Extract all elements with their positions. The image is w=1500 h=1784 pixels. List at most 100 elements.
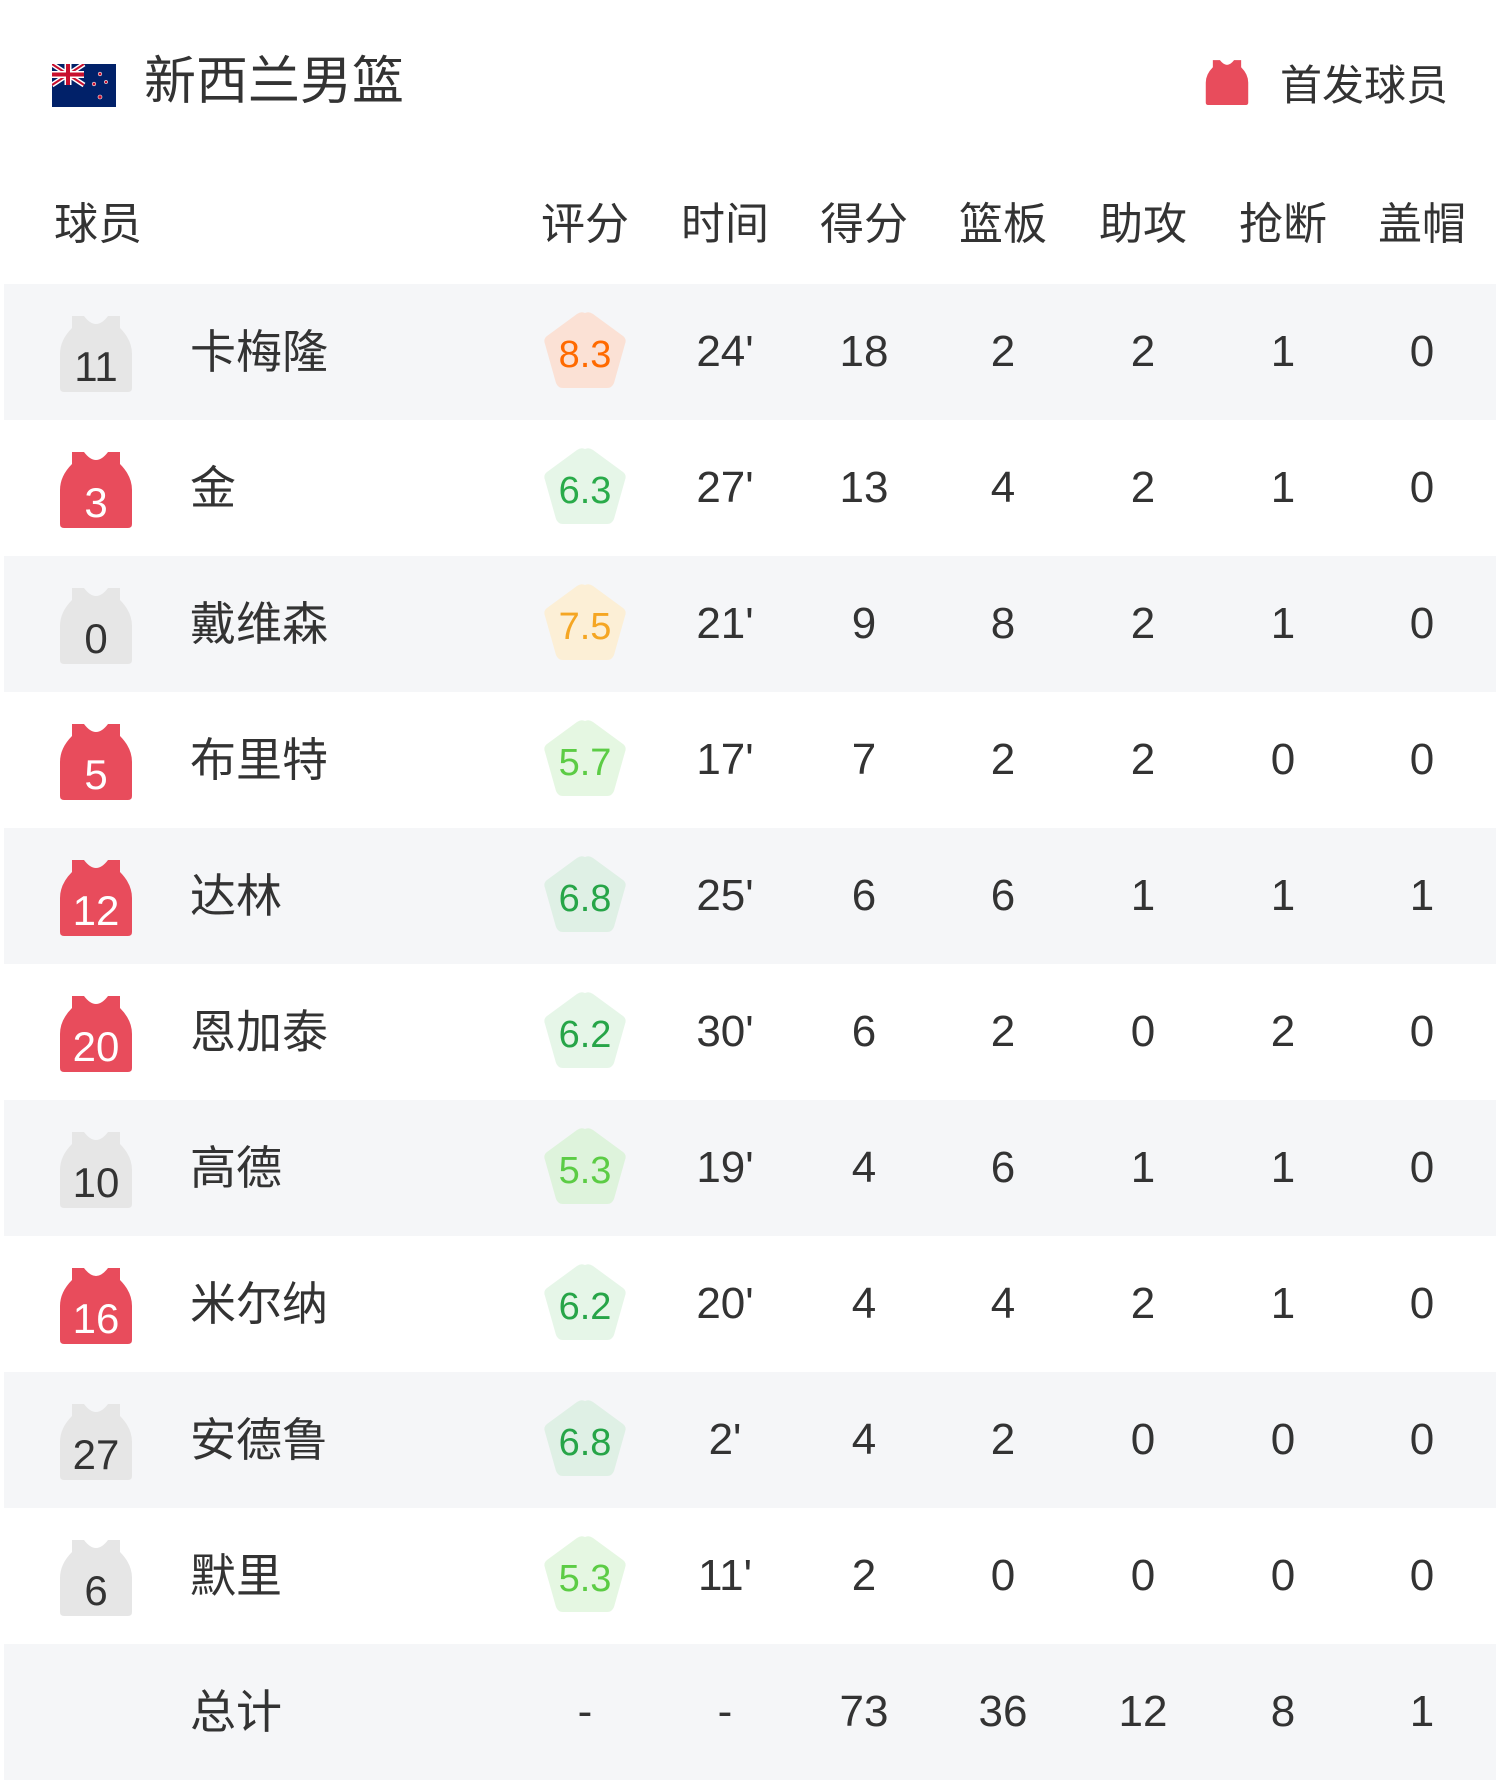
column-header-rating[interactable]: 评分 [541, 199, 629, 250]
stat-blocks: 0 [1409, 599, 1435, 648]
rating-badge: 5.3 [543, 1534, 627, 1616]
stat-rebounds: 4 [990, 463, 1016, 512]
stat-blocks: 0 [1409, 1143, 1435, 1192]
player-row[interactable]: 0 戴维森 7.5 21' 9 8 2 1 0 [4, 556, 1496, 692]
player-row[interactable]: 3 金 6.3 27' 13 4 2 1 0 [4, 420, 1496, 556]
player-name[interactable]: 恩加泰 [190, 1005, 328, 1059]
stat-time: 27' [696, 463, 754, 512]
player-row[interactable]: 27 安德鲁 6.8 2' 4 2 0 0 0 [4, 1372, 1496, 1508]
column-header-steals[interactable]: 抢断 [1239, 199, 1327, 250]
column-header-time[interactable]: 时间 [681, 199, 769, 250]
stat-assists: 2 [1130, 463, 1156, 512]
stat-blocks: 0 [1409, 1007, 1435, 1056]
player-row[interactable]: 5 布里特 5.7 17' 7 2 2 0 0 [4, 692, 1496, 828]
column-header-blocks[interactable]: 盖帽 [1378, 199, 1466, 250]
stat-rating: - [577, 1687, 593, 1736]
stat-steals: 1 [1270, 1143, 1296, 1192]
player-name[interactable]: 达林 [190, 869, 282, 923]
stat-rebounds: 6 [990, 1143, 1016, 1192]
jersey-number: 11 [74, 343, 118, 390]
player-row[interactable]: 10 高德 5.3 19' 4 6 1 1 0 [4, 1100, 1496, 1236]
pentagon-icon [544, 312, 626, 388]
stat-steals: 1 [1270, 463, 1296, 512]
stat-rebounds: 2 [990, 1007, 1016, 1056]
stat-rebounds: 6 [990, 871, 1016, 920]
stat-time: 21' [696, 599, 754, 648]
table-header: 球员 评分 时间 得分 篮板 助攻 抢断 盖帽 [0, 190, 1500, 260]
stat-assists: 2 [1130, 599, 1156, 648]
pentagon-icon [544, 720, 626, 796]
stat-points: 18 [839, 327, 889, 376]
new-zealand-flag-icon [52, 64, 116, 107]
column-header-player: 球员 [54, 199, 142, 250]
stat-points: 4 [851, 1415, 877, 1464]
jersey-number: 12 [72, 887, 120, 934]
pentagon-icon [544, 856, 626, 932]
jersey-icon [1205, 60, 1249, 105]
player-name[interactable]: 默里 [190, 1549, 282, 1603]
player-name[interactable]: 布里特 [190, 733, 328, 787]
stat-rebounds: 2 [990, 1415, 1016, 1464]
rating-badge: 8.3 [543, 310, 627, 392]
stat-assists: 0 [1130, 1007, 1156, 1056]
stat-points: 6 [851, 1007, 877, 1056]
player-row[interactable]: 20 恩加泰 6.2 30' 6 2 0 2 0 [4, 964, 1496, 1100]
total-assists: 12 [1118, 1687, 1168, 1736]
jersey-number: 3 [84, 479, 108, 526]
stat-blocks: 0 [1409, 1415, 1435, 1464]
jersey-number: 10 [72, 1159, 120, 1206]
pentagon-icon [544, 1400, 626, 1476]
player-row[interactable]: 11 卡梅隆 8.3 24' 18 2 2 1 0 [4, 284, 1496, 420]
player-name[interactable]: 安德鲁 [190, 1413, 328, 1467]
rating-badge: 5.7 [543, 718, 627, 800]
stat-blocks: 0 [1409, 1551, 1435, 1600]
column-header-rebounds[interactable]: 篮板 [959, 199, 1047, 250]
stat-time: 30' [696, 1007, 754, 1056]
jersey-number: 0 [84, 615, 108, 662]
rating-value: 8.3 [558, 334, 612, 376]
player-row[interactable]: 12 达林 6.8 25' 6 6 1 1 1 [4, 828, 1496, 964]
stat-time: 11' [697, 1551, 753, 1600]
player-name[interactable]: 卡梅隆 [190, 325, 328, 379]
jersey-icon: 6 [60, 1538, 132, 1616]
stat-points: 2 [851, 1551, 877, 1600]
stat-time: 19' [696, 1143, 754, 1192]
stat-steals: 0 [1270, 735, 1296, 784]
stat-time: 17' [696, 735, 754, 784]
stat-points: 6 [851, 871, 877, 920]
column-header-assists[interactable]: 助攻 [1099, 199, 1187, 250]
player-row[interactable]: 16 米尔纳 6.2 20' 4 4 2 1 0 [4, 1236, 1496, 1372]
rating-badge: 6.8 [543, 854, 627, 936]
stat-steals: 2 [1270, 1007, 1296, 1056]
pentagon-icon [544, 992, 626, 1068]
stat-points: 4 [851, 1279, 877, 1328]
jersey-number: 5 [84, 751, 108, 798]
jersey-icon: 10 [60, 1130, 132, 1208]
jersey-icon: 12 [60, 858, 132, 936]
stat-assists: 2 [1130, 1279, 1156, 1328]
rating-value: 6.2 [558, 1286, 612, 1328]
stat-rebounds: 8 [990, 599, 1016, 648]
player-name[interactable]: 金 [190, 461, 236, 515]
stat-time: 20' [696, 1279, 754, 1328]
legend-label: 首发球员 [1279, 60, 1448, 110]
jersey-number: 16 [72, 1295, 120, 1342]
total-steals: 8 [1270, 1687, 1296, 1736]
stat-steals: 1 [1270, 599, 1296, 648]
player-name[interactable]: 米尔纳 [190, 1277, 328, 1331]
player-name[interactable]: 高德 [190, 1141, 282, 1195]
stat-points: 13 [839, 463, 889, 512]
rating-value: 5.3 [558, 1558, 612, 1600]
stat-blocks: 0 [1409, 327, 1435, 376]
stat-assists: 1 [1130, 1143, 1156, 1192]
column-header-points[interactable]: 得分 [820, 199, 908, 250]
stat-rebounds: 2 [990, 735, 1016, 784]
rating-badge: 6.2 [543, 1262, 627, 1344]
jersey-icon: 0 [60, 586, 132, 664]
stat-steals: 1 [1270, 871, 1296, 920]
rating-badge: 6.3 [543, 446, 627, 528]
jersey-number: 27 [72, 1431, 120, 1478]
rating-value: 6.2 [558, 1014, 612, 1056]
player-row[interactable]: 6 默里 5.3 11' 2 0 0 0 0 [4, 1508, 1496, 1644]
player-name[interactable]: 戴维森 [190, 597, 328, 651]
